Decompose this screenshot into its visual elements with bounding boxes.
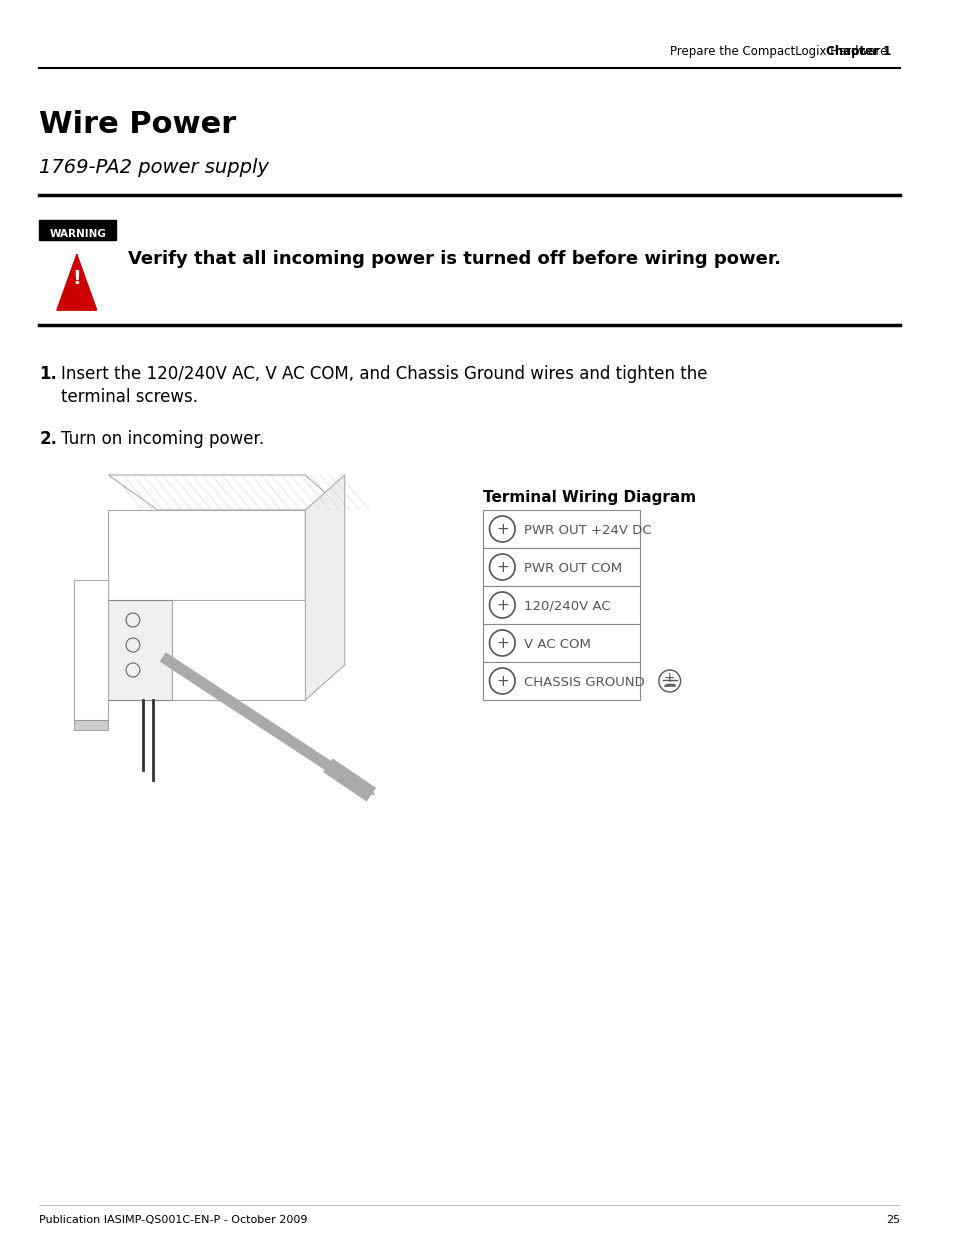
Bar (482, 585, 639, 624)
Bar (482, 624, 639, 662)
Text: +: + (663, 671, 675, 685)
Bar (482, 510, 639, 548)
Text: 2.: 2. (39, 430, 57, 448)
Polygon shape (109, 600, 172, 700)
Polygon shape (109, 510, 305, 700)
Text: +: + (496, 673, 508, 688)
Text: Turn on incoming power.: Turn on incoming power. (61, 430, 264, 448)
Text: Verify that all incoming power is turned off before wiring power.: Verify that all incoming power is turned… (128, 249, 781, 268)
Text: Prepare the CompactLogix Hardware: Prepare the CompactLogix Hardware (669, 44, 886, 58)
Text: +: + (496, 521, 508, 536)
Text: 1.: 1. (39, 366, 57, 383)
Text: PWR OUT +24V DC: PWR OUT +24V DC (523, 524, 651, 536)
Polygon shape (172, 600, 305, 700)
Text: 1769-PA2 power supply: 1769-PA2 power supply (39, 158, 269, 177)
Text: +: + (496, 636, 508, 651)
Text: 120/240V AC: 120/240V AC (523, 599, 610, 613)
Text: Insert the 120/240V AC, V AC COM, and Chassis Ground wires and tighten the: Insert the 120/240V AC, V AC COM, and Ch… (61, 366, 707, 383)
Text: Chapter 1: Chapter 1 (825, 44, 890, 58)
Text: !: ! (72, 268, 81, 288)
Text: Publication IASIMP-QS001C-EN-P - October 2009: Publication IASIMP-QS001C-EN-P - October… (39, 1215, 308, 1225)
Text: 25: 25 (885, 1215, 900, 1225)
Text: CHASSIS GROUND: CHASSIS GROUND (523, 676, 644, 688)
FancyBboxPatch shape (39, 220, 116, 240)
Polygon shape (73, 720, 109, 730)
Bar (482, 662, 639, 700)
Polygon shape (330, 764, 374, 795)
Text: terminal screws.: terminal screws. (61, 388, 198, 406)
Bar (482, 548, 639, 585)
Polygon shape (57, 254, 96, 310)
Text: +: + (496, 559, 508, 574)
Polygon shape (305, 475, 344, 700)
Text: V AC COM: V AC COM (523, 637, 590, 651)
Text: Wire Power: Wire Power (39, 110, 236, 140)
Text: +: + (496, 598, 508, 613)
Polygon shape (109, 475, 344, 510)
Polygon shape (73, 580, 109, 720)
Text: Terminal Wiring Diagram: Terminal Wiring Diagram (482, 490, 695, 505)
Text: PWR OUT COM: PWR OUT COM (523, 562, 621, 574)
Text: WARNING: WARNING (50, 228, 106, 240)
